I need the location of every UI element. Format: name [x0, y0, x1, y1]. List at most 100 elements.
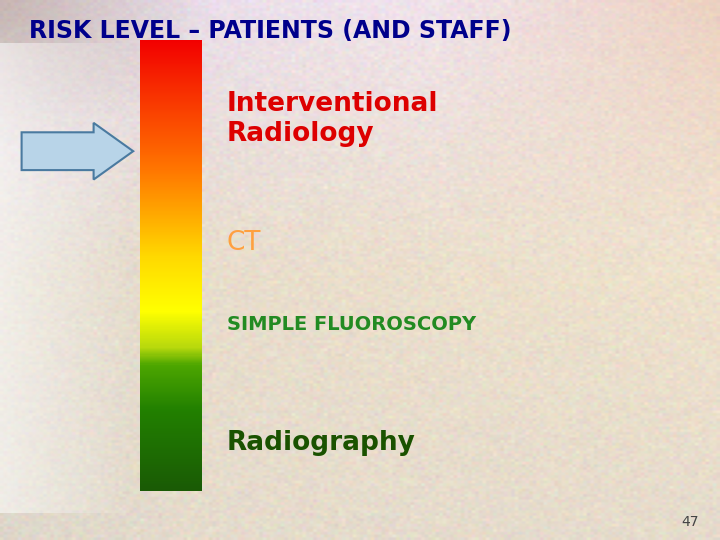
Bar — [140, 100, 202, 102]
Bar — [140, 173, 202, 174]
Bar — [140, 289, 202, 291]
Bar — [140, 153, 202, 154]
Bar — [140, 96, 202, 98]
Bar — [140, 460, 202, 461]
Bar — [140, 95, 202, 97]
Bar — [140, 52, 202, 54]
Bar — [140, 475, 202, 477]
Bar — [140, 437, 202, 438]
Bar — [140, 343, 202, 345]
Bar — [140, 379, 202, 381]
Bar — [140, 468, 202, 470]
Bar — [140, 182, 202, 184]
Bar — [140, 466, 202, 468]
Bar — [140, 447, 202, 449]
Bar — [140, 121, 202, 123]
Bar — [140, 334, 202, 336]
Bar — [140, 130, 202, 132]
Bar — [140, 305, 202, 307]
Bar — [140, 393, 202, 394]
Bar — [140, 421, 202, 423]
Bar — [140, 244, 202, 246]
Bar — [140, 166, 202, 168]
Bar — [140, 47, 202, 49]
Bar — [140, 382, 202, 383]
Bar — [140, 76, 202, 78]
Bar — [140, 451, 202, 453]
Bar — [140, 462, 202, 463]
Bar — [140, 122, 202, 124]
Bar — [140, 110, 202, 112]
Bar — [140, 74, 202, 76]
Bar — [140, 69, 202, 71]
Bar — [140, 273, 202, 275]
Bar — [140, 237, 202, 239]
Bar — [140, 341, 202, 342]
Bar — [140, 170, 202, 171]
Bar — [140, 226, 202, 228]
Bar — [140, 385, 202, 387]
Bar — [140, 205, 202, 206]
Bar — [140, 420, 202, 422]
Bar — [140, 364, 202, 366]
Bar — [140, 207, 202, 208]
Bar — [140, 172, 202, 173]
Bar — [140, 178, 202, 179]
Bar — [140, 285, 202, 286]
Bar — [140, 163, 202, 165]
Bar — [140, 164, 202, 166]
Bar — [140, 430, 202, 431]
Bar — [140, 175, 202, 177]
Bar — [140, 392, 202, 393]
Bar — [140, 362, 202, 364]
Bar — [140, 436, 202, 437]
Bar — [140, 128, 202, 130]
Bar — [140, 485, 202, 487]
Bar — [140, 361, 202, 363]
Bar — [140, 260, 202, 261]
Bar — [140, 125, 202, 126]
Bar — [140, 477, 202, 479]
Bar — [140, 120, 202, 122]
Bar — [140, 489, 202, 490]
Bar — [140, 378, 202, 380]
Bar — [140, 325, 202, 327]
Bar — [140, 435, 202, 436]
Bar — [140, 306, 202, 308]
Bar — [140, 129, 202, 131]
Bar — [140, 236, 202, 238]
Bar — [140, 279, 202, 281]
Bar — [140, 138, 202, 140]
Bar — [140, 51, 202, 53]
Bar — [140, 267, 202, 268]
Bar — [140, 293, 202, 294]
Bar — [140, 388, 202, 390]
Bar — [140, 77, 202, 79]
Bar — [140, 360, 202, 362]
Bar — [140, 234, 202, 235]
Bar — [140, 181, 202, 183]
Bar — [140, 315, 202, 316]
Bar — [140, 461, 202, 462]
Bar — [140, 156, 202, 158]
Bar — [140, 106, 202, 108]
Bar — [140, 383, 202, 384]
Bar — [140, 157, 202, 159]
Bar — [140, 87, 202, 89]
Bar — [140, 160, 202, 162]
Bar — [140, 332, 202, 334]
Bar — [140, 222, 202, 224]
Bar — [140, 65, 202, 66]
Bar — [140, 474, 202, 476]
Bar — [140, 319, 202, 320]
Bar — [140, 112, 202, 114]
Bar — [140, 75, 202, 77]
Bar — [140, 268, 202, 269]
Bar — [140, 416, 202, 418]
Bar — [140, 117, 202, 118]
Bar — [140, 218, 202, 220]
Bar — [140, 202, 202, 204]
Bar — [140, 71, 202, 73]
Bar — [140, 296, 202, 298]
Bar — [140, 70, 202, 72]
